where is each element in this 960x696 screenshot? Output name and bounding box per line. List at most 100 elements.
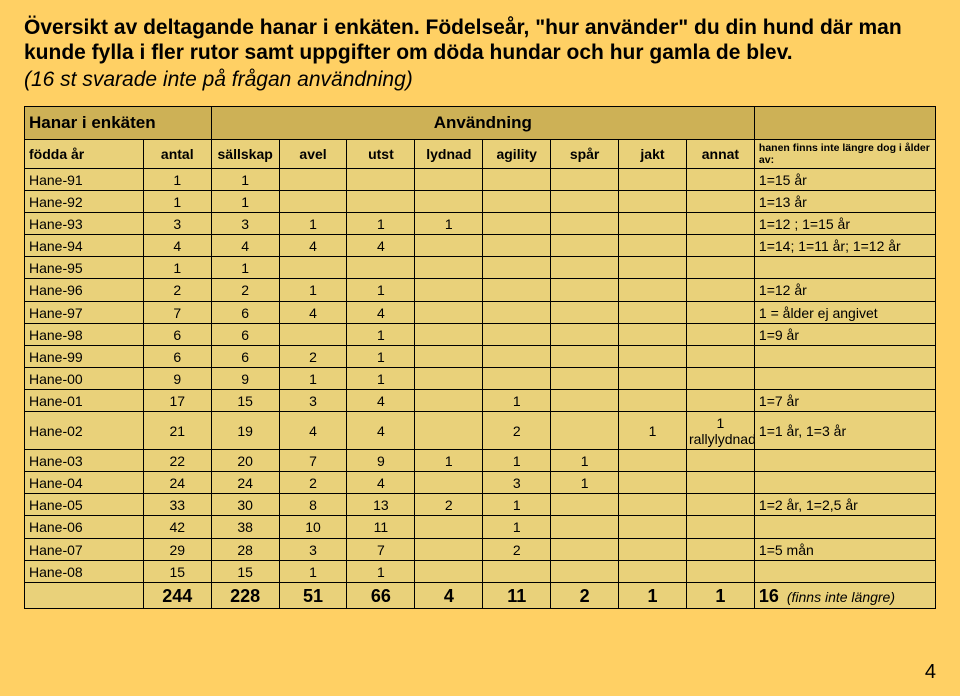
cell <box>551 213 619 235</box>
cell: 20 <box>211 450 279 472</box>
cell: 1 <box>551 472 619 494</box>
cell: 1 <box>211 257 279 279</box>
header-blank <box>754 107 935 140</box>
row-label: Hane-94 <box>25 235 144 257</box>
cell: 1 <box>143 191 211 213</box>
cell: 2 <box>279 345 347 367</box>
cell: 42 <box>143 516 211 538</box>
cell: 1 <box>279 213 347 235</box>
col-h-2: sällskap <box>211 139 279 168</box>
header-center: Användning <box>211 107 754 140</box>
cell <box>415 516 483 538</box>
cell <box>619 516 687 538</box>
cell: 2 <box>415 494 483 516</box>
row-label: Hane-92 <box>25 191 144 213</box>
cell <box>483 560 551 582</box>
table-row: Hane-03222079111 <box>25 450 936 472</box>
cell: 15 <box>143 560 211 582</box>
cell: 15 <box>211 560 279 582</box>
cell <box>279 257 347 279</box>
cell: 24 <box>143 472 211 494</box>
cell: 1 <box>415 213 483 235</box>
total-cell: 11 <box>483 582 551 609</box>
cell <box>551 367 619 389</box>
cell: 1 <box>211 168 279 190</box>
cell: 1 rallylydnad <box>686 412 754 450</box>
table-row: Hane-0117153411=7 år <box>25 389 936 411</box>
cell: 30 <box>211 494 279 516</box>
row-label: Hane-01 <box>25 389 144 411</box>
row-label: Hane-05 <box>25 494 144 516</box>
cell: 28 <box>211 538 279 560</box>
cell <box>279 168 347 190</box>
cell: 7 <box>347 538 415 560</box>
cell: 29 <box>143 538 211 560</box>
table-row: Hane-0424242431 <box>25 472 936 494</box>
row-label: Hane-97 <box>25 301 144 323</box>
cell <box>619 323 687 345</box>
cell <box>415 191 483 213</box>
total-cell: 51 <box>279 582 347 609</box>
cell <box>686 301 754 323</box>
row-label: Hane-91 <box>25 168 144 190</box>
cell <box>619 191 687 213</box>
cell: 4 <box>347 235 415 257</box>
cell <box>619 389 687 411</box>
cell <box>686 472 754 494</box>
table-title-row: Hanar i enkäten Användning <box>25 107 936 140</box>
cell <box>483 323 551 345</box>
cell <box>347 191 415 213</box>
cell <box>619 560 687 582</box>
table-row: Hane-9622111=12 år <box>25 279 936 301</box>
cell <box>619 257 687 279</box>
col-h-6: agility <box>483 139 551 168</box>
row-note: 1=15 år <box>754 168 935 190</box>
cell: 33 <box>143 494 211 516</box>
cell <box>347 257 415 279</box>
cell <box>551 168 619 190</box>
cell: 6 <box>143 323 211 345</box>
cell <box>279 323 347 345</box>
cell <box>483 235 551 257</box>
cell: 3 <box>483 472 551 494</box>
cell <box>619 213 687 235</box>
cell: 4 <box>279 412 347 450</box>
table-row: Hane-92111=13 år <box>25 191 936 213</box>
table-row: Hane-009911 <box>25 367 936 389</box>
cell <box>619 345 687 367</box>
cell: 15 <box>211 389 279 411</box>
row-label: Hane-99 <box>25 345 144 367</box>
cell: 6 <box>143 345 211 367</box>
cell <box>415 235 483 257</box>
row-note: 1=2 år, 1=2,5 år <box>754 494 935 516</box>
cell <box>483 168 551 190</box>
cell: 3 <box>279 389 347 411</box>
cell <box>551 191 619 213</box>
cell: 1 <box>279 367 347 389</box>
cell <box>619 494 687 516</box>
table-total-row: 244228516641121116 (finns inte längre) <box>25 582 936 609</box>
cell <box>686 279 754 301</box>
cell <box>551 412 619 450</box>
cell: 1 <box>143 168 211 190</box>
cell: 4 <box>347 412 415 450</box>
cell <box>686 560 754 582</box>
cell <box>619 538 687 560</box>
cell <box>551 494 619 516</box>
page-root: Översikt av deltagande hanar i enkäten. … <box>0 0 960 696</box>
row-note: 1=14; 1=11 år; 1=12 år <box>754 235 935 257</box>
cell: 3 <box>279 538 347 560</box>
cell: 21 <box>143 412 211 450</box>
cell <box>551 389 619 411</box>
row-label: Hane-04 <box>25 472 144 494</box>
cell <box>415 412 483 450</box>
cell: 1 <box>551 450 619 472</box>
cell <box>415 389 483 411</box>
cell: 10 <box>279 516 347 538</box>
cell <box>415 323 483 345</box>
row-note: 1=5 mån <box>754 538 935 560</box>
table-row: Hane-0729283721=5 mån <box>25 538 936 560</box>
cell <box>686 323 754 345</box>
table-row: Hane-996621 <box>25 345 936 367</box>
cell <box>483 345 551 367</box>
